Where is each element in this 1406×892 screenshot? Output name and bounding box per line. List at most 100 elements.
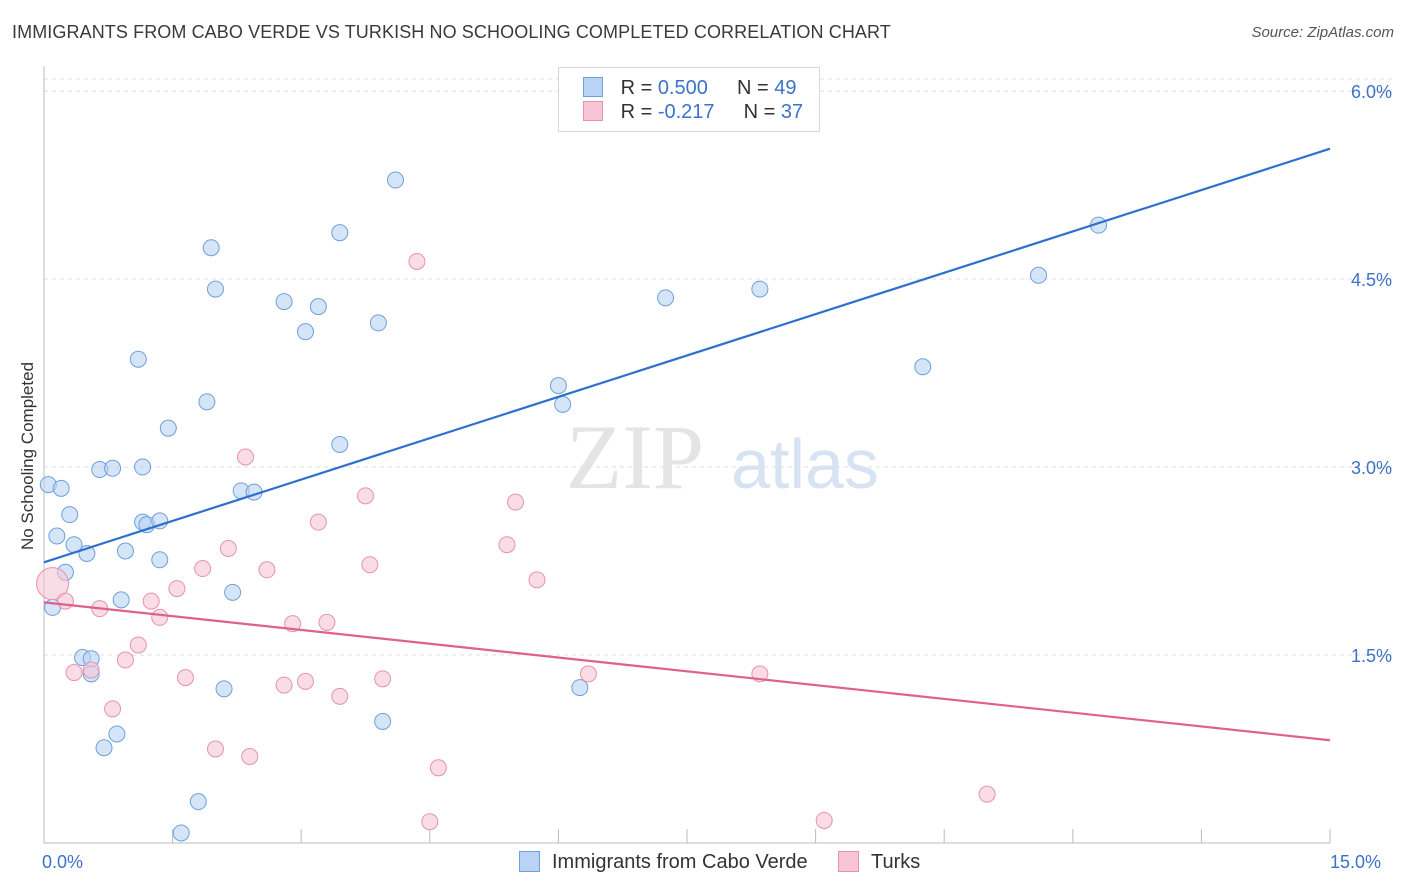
legend-r-value: -0.217: [657, 101, 715, 123]
y-tick-label: 1.5%: [1351, 646, 1392, 666]
data-point: [104, 459, 122, 477]
data-point: [104, 700, 122, 718]
data-point: [429, 759, 447, 777]
data-point: [151, 608, 169, 626]
bottom-legend-label-turks: Turks: [871, 851, 921, 873]
legend-n-value: 37: [780, 101, 804, 123]
data-point: [219, 539, 237, 557]
data-point: [116, 651, 134, 669]
data-point: [116, 542, 134, 560]
legend-row-turks: R = -0.217 N = 37: [583, 101, 803, 127]
data-point: [159, 419, 177, 437]
data-point: [369, 314, 387, 332]
legend-row-cabo-verde: R = 0.500 N = 49: [583, 77, 797, 103]
data-point: [36, 567, 70, 601]
data-point: [275, 293, 293, 311]
data-point: [52, 479, 70, 497]
data-point: [129, 636, 147, 654]
x-tick-label-min: 0.0%: [42, 852, 84, 872]
data-point: [296, 672, 314, 690]
data-point: [108, 725, 126, 743]
data-point: [507, 493, 525, 511]
data-point: [48, 527, 66, 545]
data-point: [241, 748, 259, 766]
data-point: [82, 661, 100, 679]
data-point: [374, 670, 392, 688]
data-point: [194, 560, 212, 578]
legend-n-label: N =: [743, 101, 781, 123]
data-point: [215, 680, 233, 698]
data-point: [528, 571, 546, 589]
data-point: [206, 740, 224, 758]
data-point: [61, 506, 79, 524]
data-point: [318, 613, 336, 631]
x-tick-label-max: 15.0%: [1330, 852, 1382, 872]
data-point: [421, 813, 439, 831]
data-point: [202, 239, 220, 257]
data-point: [1030, 266, 1048, 284]
data-point: [112, 591, 130, 609]
data-point: [498, 536, 516, 554]
bottom-legend-cabo-verde: Immigrants from Cabo Verde: [519, 851, 808, 874]
data-point: [275, 676, 293, 694]
data-point: [549, 377, 567, 395]
watermark: ZIP atlas: [566, 406, 879, 508]
data-point: [172, 824, 190, 842]
source-label: Source: ZipAtlas.com: [1251, 24, 1394, 41]
data-point: [331, 435, 349, 453]
bottom-legend-label-cabo-verde: Immigrants from Cabo Verde: [552, 851, 808, 873]
trend-line-turks: [43, 601, 1331, 742]
data-point: [361, 556, 379, 574]
y-tick-labels: 1.5% 3.0% 4.5% 6.0%: [1351, 82, 1392, 666]
legend-r-label: R =: [620, 77, 658, 99]
data-point: [357, 487, 374, 505]
data-point: [65, 664, 83, 682]
data-point: [387, 171, 405, 189]
data-point: [914, 358, 932, 376]
data-point: [129, 350, 147, 368]
watermark-atlas: atlas: [731, 425, 879, 503]
bottom-legend-swatch-blue: [519, 851, 540, 872]
legend-r-label: R =: [620, 101, 658, 123]
y-axis-label: No Schooling Completed: [18, 361, 37, 551]
legend-n-value: 49: [774, 77, 797, 99]
data-point: [571, 679, 589, 697]
data-point: [408, 253, 426, 271]
y-tick-label: 3.0%: [1351, 458, 1392, 478]
data-point: [657, 289, 675, 307]
legend-n-label: N =: [737, 77, 775, 99]
grid-lines: [44, 78, 1392, 656]
data-point: [815, 811, 833, 829]
bottom-legend-turks: Turks: [838, 851, 920, 874]
legend-swatch-pink: [583, 101, 603, 121]
data-point: [168, 580, 186, 598]
watermark-zip: ZIP: [566, 406, 704, 508]
data-point: [374, 712, 392, 730]
data-point: [978, 785, 996, 803]
legend-swatch-blue: [583, 77, 603, 97]
bottom-legend-swatch-pink: [838, 851, 859, 872]
data-point: [134, 458, 152, 476]
data-point: [56, 592, 74, 610]
legend-r-value: 0.500: [657, 77, 708, 99]
data-point: [236, 448, 254, 466]
data-point: [206, 280, 224, 298]
trend-line-cabo-verde: [43, 147, 1331, 564]
axes: [43, 66, 1331, 844]
data-point: [309, 298, 327, 316]
y-tick-label: 4.5%: [1351, 270, 1392, 290]
data-point: [579, 665, 597, 683]
trend-lines: [43, 147, 1331, 742]
data-point: [189, 793, 207, 811]
data-point: [142, 592, 160, 610]
data-point: [224, 583, 242, 601]
data-point: [331, 224, 349, 242]
series-cabo-verde-points: [39, 171, 1108, 842]
chart-title: IMMIGRANTS FROM CABO VERDE VS TURKISH NO…: [12, 22, 891, 42]
data-point: [331, 687, 349, 705]
data-point: [296, 323, 314, 341]
data-point: [751, 280, 769, 298]
data-point: [309, 513, 327, 531]
data-point: [176, 669, 194, 687]
